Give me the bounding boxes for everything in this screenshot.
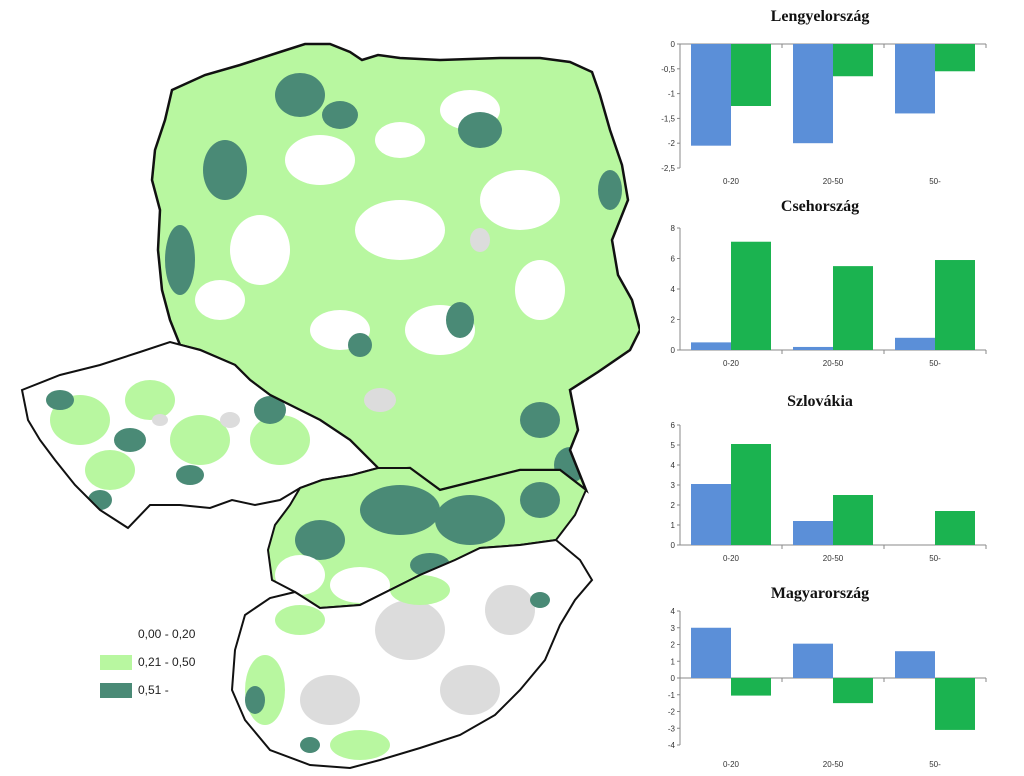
x-category-label: 50- bbox=[929, 554, 941, 563]
poland-region bbox=[150, 42, 640, 492]
bar-poland-0-20-series2 bbox=[731, 44, 771, 106]
bar-slovakia-0-20-series1 bbox=[691, 484, 731, 545]
y-tick-label: 4 bbox=[671, 607, 676, 616]
legend-label-low: 0,00 - 0,20 bbox=[138, 627, 196, 641]
x-category-label: 20-50 bbox=[823, 554, 844, 563]
x-category-label: 50- bbox=[929, 359, 941, 368]
choropleth-map bbox=[21, 42, 640, 769]
bar-czechia-50--series2 bbox=[935, 260, 975, 350]
y-tick-label: 3 bbox=[671, 624, 676, 633]
bar-poland-0-20-series1 bbox=[691, 44, 731, 146]
bar-hungary-50--series1 bbox=[895, 651, 935, 678]
bar-poland-50--series1 bbox=[895, 44, 935, 114]
y-tick-label: -1,5 bbox=[661, 114, 675, 123]
bar-czechia-20-50-series1 bbox=[793, 346, 833, 350]
y-tick-label: 1 bbox=[671, 521, 676, 530]
chart-title-slovakia: Szlovákia bbox=[787, 393, 853, 410]
bar-poland-20-50-series2 bbox=[833, 44, 873, 77]
y-tick-label: 0 bbox=[671, 346, 676, 355]
y-tick-label: 1 bbox=[671, 657, 676, 666]
bar-hungary-20-50-series2 bbox=[833, 678, 873, 704]
y-tick-label: 4 bbox=[671, 285, 676, 294]
y-tick-label: -2 bbox=[668, 708, 676, 717]
chart-czechia: Csehország 0 2 4 6 8 0-20 20-50 50- bbox=[650, 198, 990, 378]
bar-slovakia-20-50-series1 bbox=[793, 521, 833, 545]
x-category-label: 0-20 bbox=[723, 760, 740, 769]
bar-hungary-0-20-series1 bbox=[691, 627, 731, 678]
y-tick-label: 4 bbox=[671, 461, 676, 470]
x-category-label: 0-20 bbox=[723, 359, 740, 368]
y-tick-label: 2 bbox=[671, 641, 676, 650]
y-tick-label: 8 bbox=[671, 224, 676, 233]
bar-slovakia-50--series2 bbox=[935, 511, 975, 545]
legend-item-high: 0,51 - bbox=[100, 676, 195, 704]
y-tick-label: 2 bbox=[671, 501, 676, 510]
bar-czechia-50--series1 bbox=[895, 337, 935, 350]
chart-plot-poland: 0 -0,5 -1 -1,5 -2 -2,5 0-20 20-50 50- bbox=[661, 40, 987, 186]
x-category-label: 0-20 bbox=[723, 177, 740, 186]
y-tick-label: -4 bbox=[668, 741, 676, 750]
bar-hungary-20-50-series1 bbox=[793, 643, 833, 678]
y-tick-label: 0 bbox=[671, 674, 676, 683]
y-tick-label: 6 bbox=[671, 255, 676, 264]
bar-poland-50--series2 bbox=[935, 44, 975, 72]
chart-slovakia: Szlovákia 0 1 2 3 4 5 6 0-20 20-50 50- bbox=[650, 393, 990, 573]
y-tick-label: -0,5 bbox=[661, 65, 675, 74]
chart-poland: Lengyelország 0 -0,5 -1 -1,5 -2 -2,5 0-20 20-50… bbox=[650, 8, 990, 188]
chart-plot-czechia: 0 2 4 6 8 0-20 20-50 50- bbox=[671, 224, 987, 368]
chart-title-poland: Lengyelország bbox=[770, 8, 870, 25]
y-tick-label: -2 bbox=[668, 139, 676, 148]
legend-item-mid: 0,21 - 0,50 bbox=[100, 648, 195, 676]
legend-item-low: 0,00 - 0,20 bbox=[100, 620, 195, 648]
x-category-label: 50- bbox=[929, 760, 941, 769]
chart-hungary: Magyarország 4 3 2 1 0 -1 -2 -3 -4 0-20 20-50 50- bbox=[650, 585, 990, 775]
chart-plot-slovakia: 0 1 2 3 4 5 6 0-20 20-50 50- bbox=[671, 421, 987, 563]
bar-poland-20-50-series1 bbox=[793, 44, 833, 144]
y-tick-label: -2,5 bbox=[661, 164, 675, 173]
hungary-region bbox=[231, 539, 593, 769]
bar-czechia-0-20-series2 bbox=[731, 241, 771, 350]
legend-swatch-high bbox=[100, 682, 132, 698]
y-tick-label: -1 bbox=[668, 90, 676, 99]
y-tick-label: 2 bbox=[671, 316, 676, 325]
legend-swatch-mid bbox=[100, 654, 132, 670]
x-category-label: 20-50 bbox=[823, 760, 844, 769]
y-tick-label: 5 bbox=[671, 441, 676, 450]
x-category-label: 20-50 bbox=[823, 177, 844, 186]
legend-label-mid: 0,21 - 0,50 bbox=[138, 655, 196, 669]
x-category-label: 50- bbox=[929, 177, 941, 186]
chart-title-czechia: Csehország bbox=[780, 198, 860, 215]
y-tick-label: 0 bbox=[671, 40, 676, 49]
chart-title-hungary: Magyarország bbox=[770, 585, 870, 602]
x-category-label: 0-20 bbox=[723, 554, 740, 563]
chart-plot-hungary: 4 3 2 1 0 -1 -2 -3 -4 0-20 20-50 50- bbox=[668, 607, 987, 769]
bar-slovakia-0-20-series2 bbox=[731, 444, 771, 545]
y-tick-label: -3 bbox=[668, 724, 676, 733]
legend-swatch-low bbox=[100, 626, 132, 642]
bar-hungary-0-20-series2 bbox=[731, 678, 771, 696]
bar-hungary-50--series2 bbox=[935, 678, 975, 730]
y-tick-label: -1 bbox=[668, 691, 676, 700]
bar-czechia-0-20-series1 bbox=[691, 342, 731, 350]
bar-czechia-20-50-series2 bbox=[833, 266, 873, 350]
legend-label-high: 0,51 - bbox=[138, 683, 169, 697]
x-category-label: 20-50 bbox=[823, 359, 844, 368]
y-tick-label: 0 bbox=[671, 541, 676, 550]
map-legend: 0,00 - 0,20 0,21 - 0,50 0,51 - bbox=[100, 620, 195, 704]
y-tick-label: 3 bbox=[671, 481, 676, 490]
czechia-region bbox=[21, 341, 379, 529]
bar-slovakia-20-50-series2 bbox=[833, 495, 873, 545]
y-tick-label: 6 bbox=[671, 421, 676, 430]
